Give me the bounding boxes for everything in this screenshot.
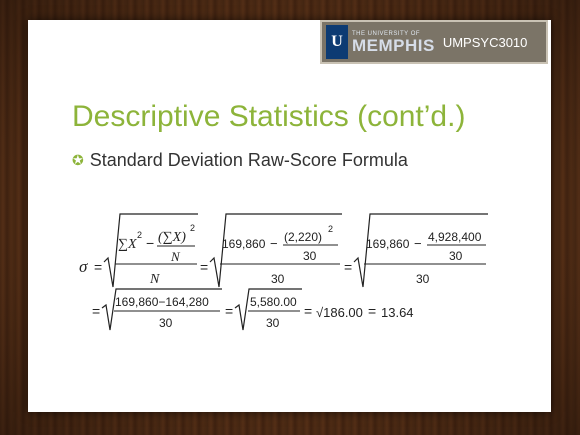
result-value: 13.64 [381, 305, 414, 320]
value-2220: (2,220) [284, 230, 322, 244]
equals-2: = [200, 259, 208, 275]
equals-7: = [368, 303, 376, 319]
value-30-d: 30 [416, 272, 430, 286]
university-logo-mark: U [326, 25, 348, 59]
radical-2 [209, 213, 342, 288]
n-denominator-1: N [170, 249, 181, 264]
bullet-text: Standard Deviation Raw-Score Formula [89, 150, 408, 170]
minus-3: − [414, 236, 422, 251]
course-code: UMPSYC3010 [442, 34, 528, 50]
radical-4 [101, 288, 222, 331]
value-30-a: 30 [303, 249, 317, 263]
value-30-f: 30 [266, 316, 280, 330]
bullet-circle-icon: ✪ [72, 152, 84, 168]
equals-6: = [304, 303, 312, 319]
bullet-item: ✪ Standard Deviation Raw-Score Formula [72, 150, 408, 171]
radical-3 [353, 213, 488, 288]
radical-1 [103, 213, 198, 288]
value-sqrt-186: √186.00 [316, 305, 363, 320]
logo-small-text: THE UNIVERSITY OF [352, 30, 421, 37]
sum-x-group: (∑X) [158, 230, 186, 245]
equals-1: = [94, 259, 102, 275]
sum-x-squared: ∑X [118, 237, 137, 252]
value-169860-b: 169,860 [366, 237, 410, 251]
value-5580: 5,580.00 [250, 295, 297, 309]
exponent-3: 2 [328, 224, 333, 234]
value-30-e: 30 [159, 316, 173, 330]
minus-2: − [270, 236, 278, 251]
equals-4: = [92, 303, 100, 319]
value-4928400: 4,928,400 [428, 230, 482, 244]
logo-big-text: MEMPHIS [352, 35, 435, 55]
value-169860-a: 169,860 [222, 237, 266, 251]
value-30-c: 30 [449, 249, 463, 263]
sigma-symbol: σ [79, 257, 88, 276]
slide: U THE UNIVERSITY OF MEMPHIS UMPSYC3010 [28, 20, 551, 412]
university-logo-text: THE UNIVERSITY OF MEMPHIS [352, 31, 435, 54]
header-badge: U THE UNIVERSITY OF MEMPHIS UMPSYC3010 [320, 20, 548, 64]
exponent-2: 2 [190, 223, 195, 233]
n-denominator-2: N [149, 272, 160, 287]
slide-title: Descriptive Statistics (cont’d.) [72, 100, 466, 133]
value-row2-numerator: 169,860−164,280 [115, 295, 209, 309]
value-30-b: 30 [271, 272, 285, 286]
exponent-1: 2 [137, 230, 142, 240]
radical-5 [234, 288, 302, 331]
minus-1: − [146, 235, 154, 251]
equals-3: = [344, 259, 352, 275]
equals-5: = [225, 303, 233, 319]
